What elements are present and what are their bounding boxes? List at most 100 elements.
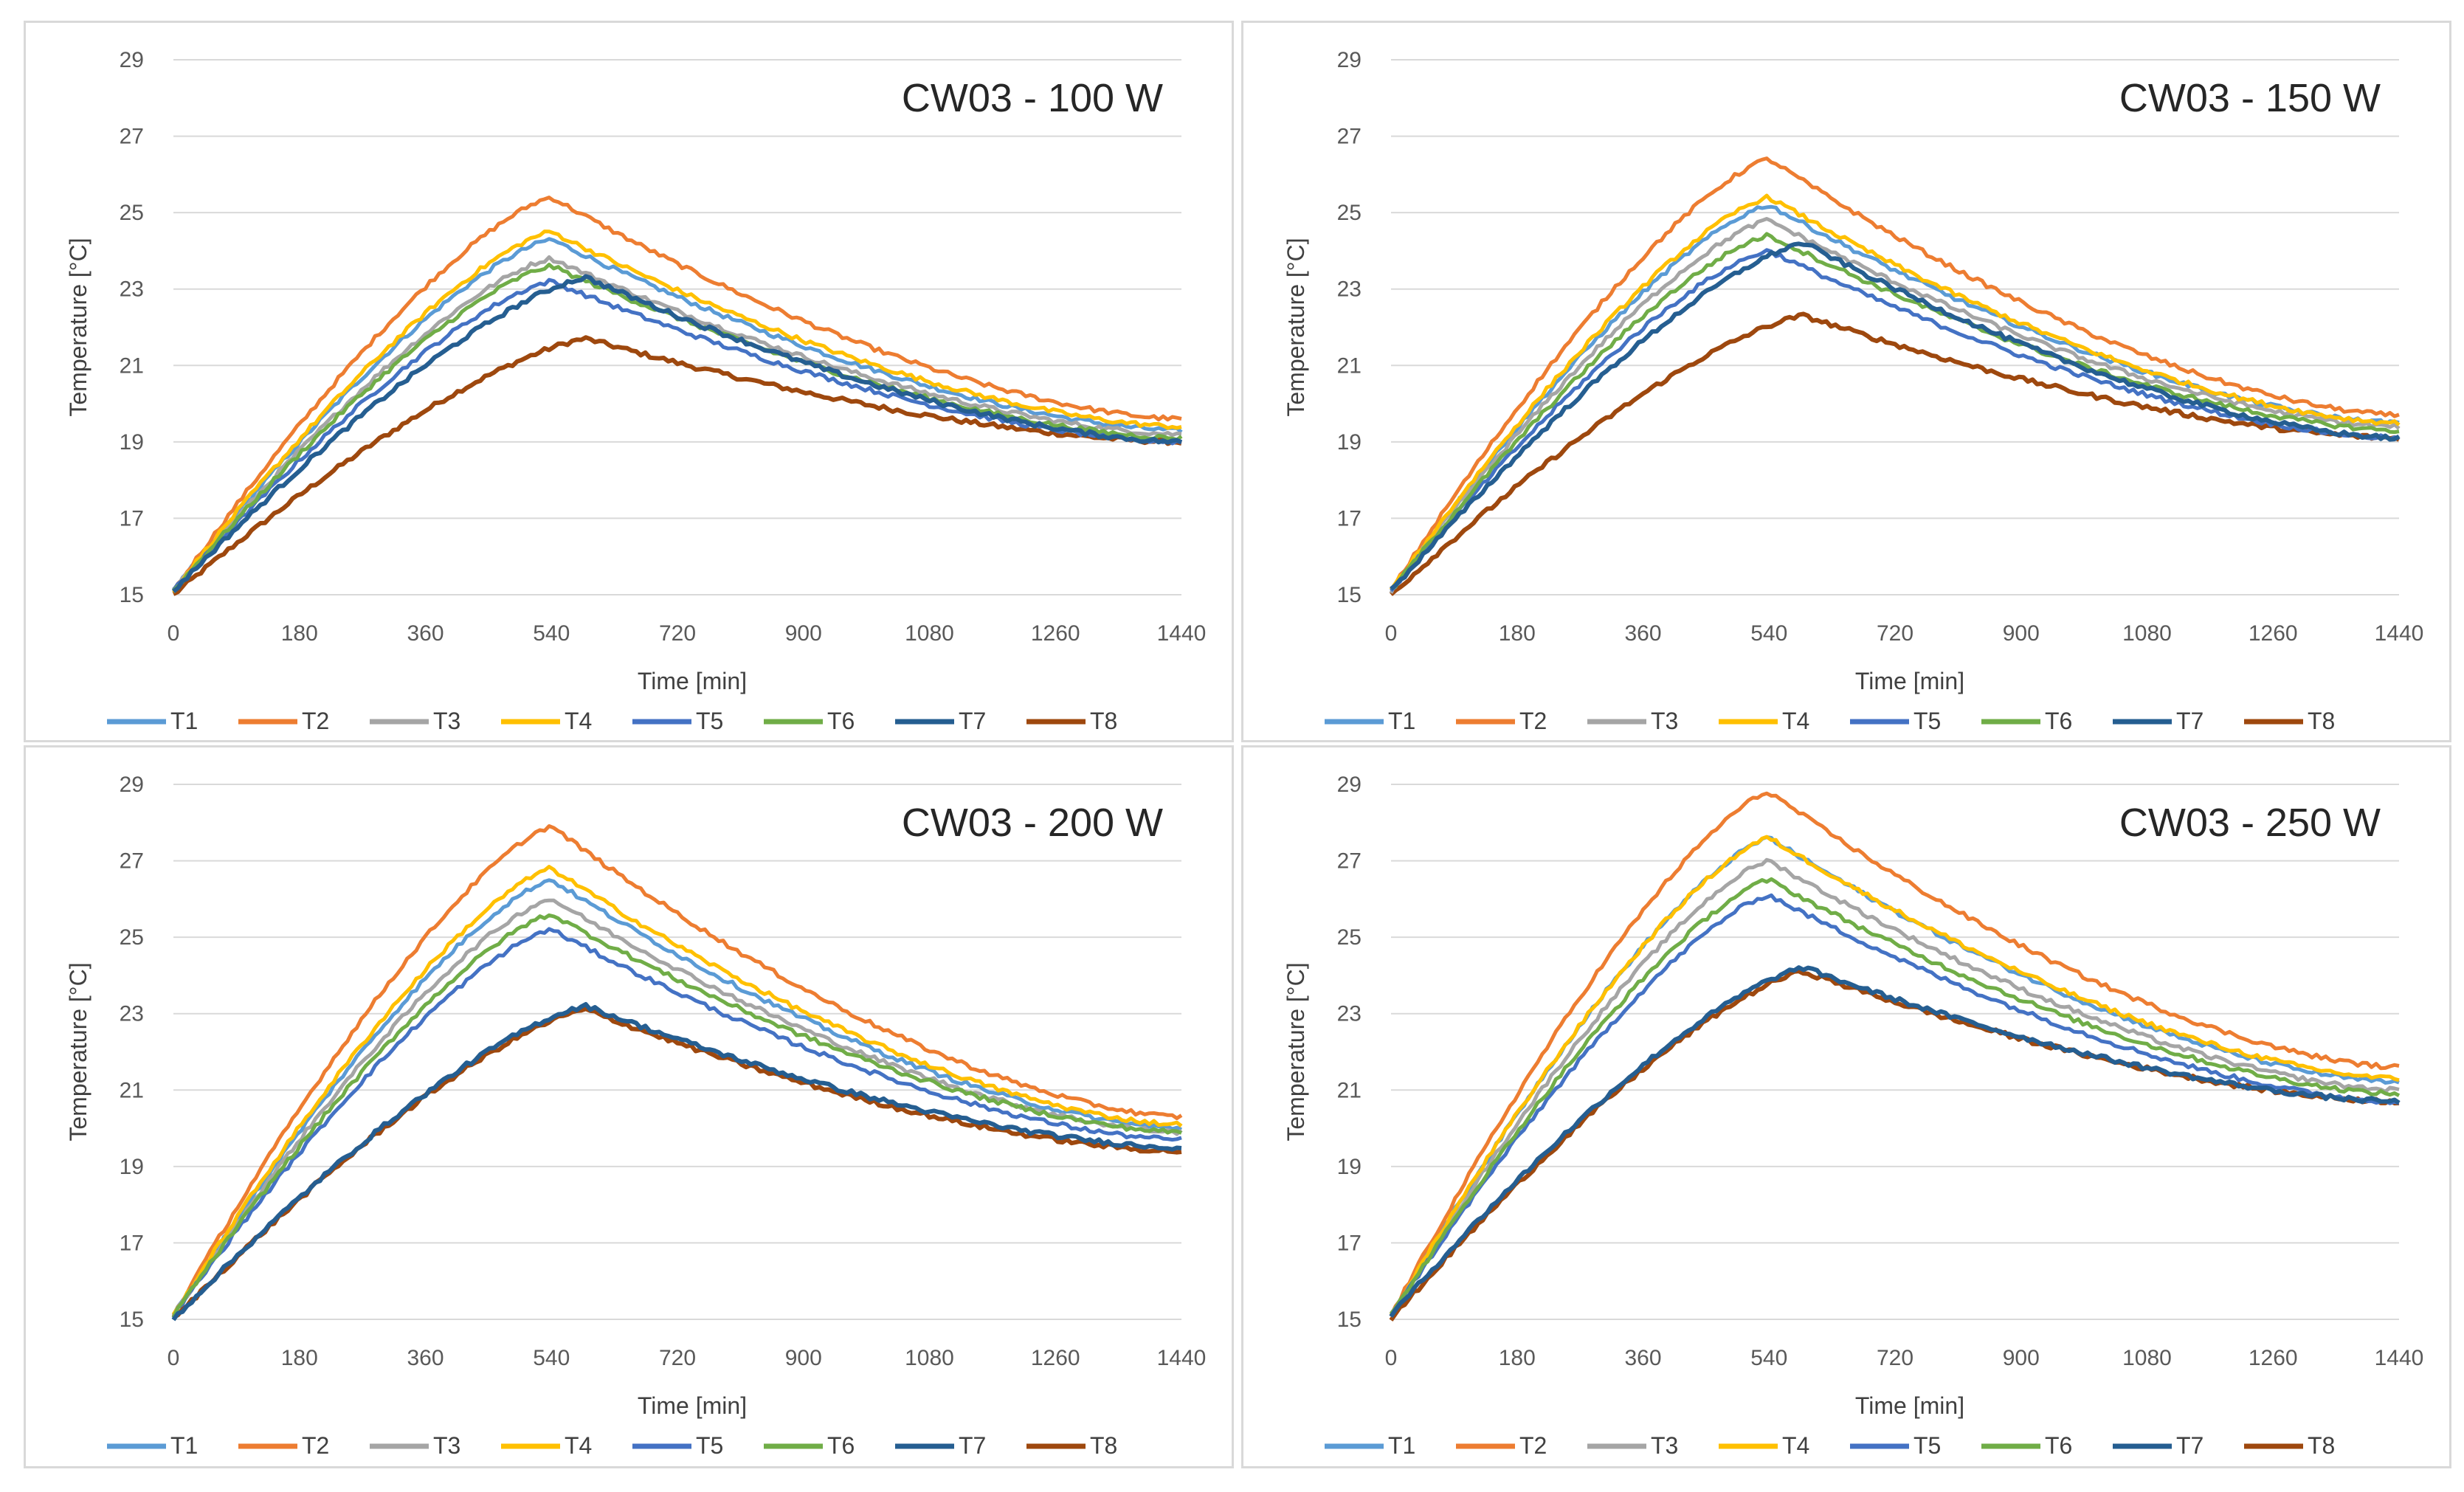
x-tick-label: 900 — [785, 621, 822, 646]
x-tick-label: 1260 — [2249, 621, 2298, 646]
series-line-t3 — [1389, 217, 2401, 594]
series-line-t1 — [171, 878, 1182, 1316]
y-tick-label: 29 — [120, 773, 144, 797]
x-tick-label: 1260 — [1031, 621, 1080, 646]
x-axis-title: Time [min] — [638, 1392, 747, 1419]
x-tick-label: 1260 — [2249, 1346, 2298, 1370]
legend-label-t4: T4 — [565, 708, 592, 734]
x-tick-label: 540 — [1750, 621, 1787, 646]
x-tick-label: 1080 — [905, 621, 954, 646]
legend-label-t1: T1 — [170, 1432, 198, 1459]
y-axis-title: Temperature [°C] — [65, 962, 92, 1141]
y-tick-label: 19 — [1337, 1155, 1362, 1179]
series-line-t8 — [172, 1006, 1182, 1320]
chart-panel-250w: 15 17 19 21 23 25 27 29 0 180 360 540 720 900 1080 1260… — [1241, 745, 2451, 1468]
legend-label-t8: T8 — [1090, 1432, 1117, 1459]
chart-panel-200w: 15 17 19 21 23 25 27 29 0 180 360 540 720 900 1080 1260… — [24, 745, 1234, 1468]
x-tick-label: 0 — [168, 621, 180, 646]
y-tick-label: 21 — [1337, 353, 1362, 378]
y-tick-label: 23 — [1337, 277, 1362, 302]
chart-title: CW03 - 150 W — [2119, 76, 2381, 120]
series-line-t5 — [1390, 893, 2400, 1317]
y-tick-label: 21 — [120, 353, 144, 378]
y-axis-title: Temperature [°C] — [1283, 238, 1309, 416]
y-tick-label: 27 — [1337, 125, 1362, 149]
y-tick-label: 25 — [120, 201, 144, 225]
y-tick-label: 15 — [1337, 583, 1362, 607]
y-tick-label: 19 — [1337, 430, 1362, 455]
chart-title: CW03 - 100 W — [902, 76, 1163, 120]
legend-label-t6: T6 — [827, 1432, 855, 1459]
chart-title: CW03 - 200 W — [902, 801, 1163, 845]
x-tick-label: 540 — [533, 621, 570, 646]
x-tick-label: 0 — [1385, 621, 1398, 646]
legend-label-t1: T1 — [1388, 708, 1415, 734]
y-tick-label: 29 — [1337, 48, 1362, 72]
legend-label-t6: T6 — [827, 708, 855, 734]
x-tick-label: 720 — [1877, 621, 1913, 646]
series-line-t6 — [171, 913, 1182, 1319]
legend-label-t5: T5 — [1913, 708, 1941, 734]
y-tick-label: 27 — [120, 125, 144, 149]
series-line-t5 — [1390, 248, 2400, 593]
series-line-t7 — [1390, 241, 2401, 591]
y-tick-label: 25 — [120, 925, 144, 950]
legend-label-t6: T6 — [2045, 1432, 2072, 1459]
legend-label-t8: T8 — [2308, 708, 2335, 734]
x-tick-label: 1080 — [2122, 621, 2172, 646]
legend-label-t4: T4 — [1782, 1432, 1809, 1459]
chart-svg: 15 17 19 21 23 25 27 29 0 180 360 540 720 900 1080 1260… — [65, 773, 1207, 1459]
y-tick-label: 29 — [120, 48, 144, 72]
chart-svg: 15 17 19 21 23 25 27 29 0 180 360 540 720 900 1080 1260… — [65, 48, 1206, 734]
x-tick-label: 0 — [168, 1346, 180, 1370]
y-tick-label: 21 — [120, 1078, 144, 1102]
x-tick-label: 540 — [533, 1346, 570, 1370]
legend-label-t5: T5 — [1913, 1432, 1941, 1459]
series-line-t7 — [172, 274, 1183, 593]
series-line-t4 — [1390, 835, 2400, 1316]
x-tick-label: 1440 — [1157, 1346, 1207, 1370]
x-tick-label: 1260 — [1031, 1346, 1080, 1370]
x-tick-label: 900 — [2003, 621, 2040, 646]
legend-label-t5: T5 — [696, 1432, 723, 1459]
x-tick-label: 180 — [1499, 621, 1536, 646]
y-tick-label: 19 — [120, 1155, 144, 1179]
legend-label-t3: T3 — [433, 708, 460, 734]
series-line-t5 — [171, 927, 1182, 1319]
y-tick-label: 23 — [120, 1002, 144, 1026]
legend-label-t8: T8 — [2308, 1432, 2335, 1459]
y-axis-title: Temperature [°C] — [1283, 962, 1309, 1141]
legend-label-t3: T3 — [1651, 708, 1678, 734]
chart-title: CW03 - 250 W — [2119, 801, 2381, 845]
y-tick-label: 21 — [1337, 1078, 1362, 1102]
series-line-t2 — [171, 824, 1183, 1317]
x-tick-label: 180 — [1499, 1346, 1536, 1370]
x-tick-label: 0 — [1385, 1346, 1398, 1370]
y-tick-label: 23 — [1337, 1002, 1362, 1026]
series-line-t7 — [1389, 965, 2401, 1318]
legend-label-t2: T2 — [1519, 708, 1547, 734]
x-tick-label: 540 — [1750, 1346, 1787, 1370]
y-tick-label: 27 — [120, 849, 144, 874]
series-line-t7 — [171, 1002, 1182, 1322]
series-line-t2 — [1390, 156, 2400, 591]
legend-label-t6: T6 — [2045, 708, 2072, 734]
legend-label-t7: T7 — [959, 708, 986, 734]
x-tick-label: 720 — [659, 1346, 696, 1370]
x-tick-label: 360 — [407, 621, 444, 646]
y-tick-label: 17 — [120, 1231, 144, 1255]
x-tick-label: 1080 — [2122, 1346, 2172, 1370]
y-tick-label: 25 — [1337, 925, 1362, 950]
series-line-t5 — [171, 277, 1182, 592]
chart-svg: 15 17 19 21 23 25 27 29 0 180 360 540 720 900 1080 1260… — [1283, 773, 2423, 1459]
y-tick-label: 17 — [1337, 506, 1362, 531]
legend-label-t1: T1 — [1388, 1432, 1415, 1459]
y-tick-label: 27 — [1337, 849, 1362, 874]
x-axis-title: Time [min] — [1855, 1392, 1964, 1419]
legend-label-t3: T3 — [1651, 1432, 1678, 1459]
x-tick-label: 360 — [407, 1346, 444, 1370]
x-tick-label: 900 — [2003, 1346, 2040, 1370]
x-tick-label: 900 — [785, 1346, 822, 1370]
y-tick-label: 15 — [1337, 1308, 1362, 1332]
legend-label-t1: T1 — [170, 708, 198, 734]
